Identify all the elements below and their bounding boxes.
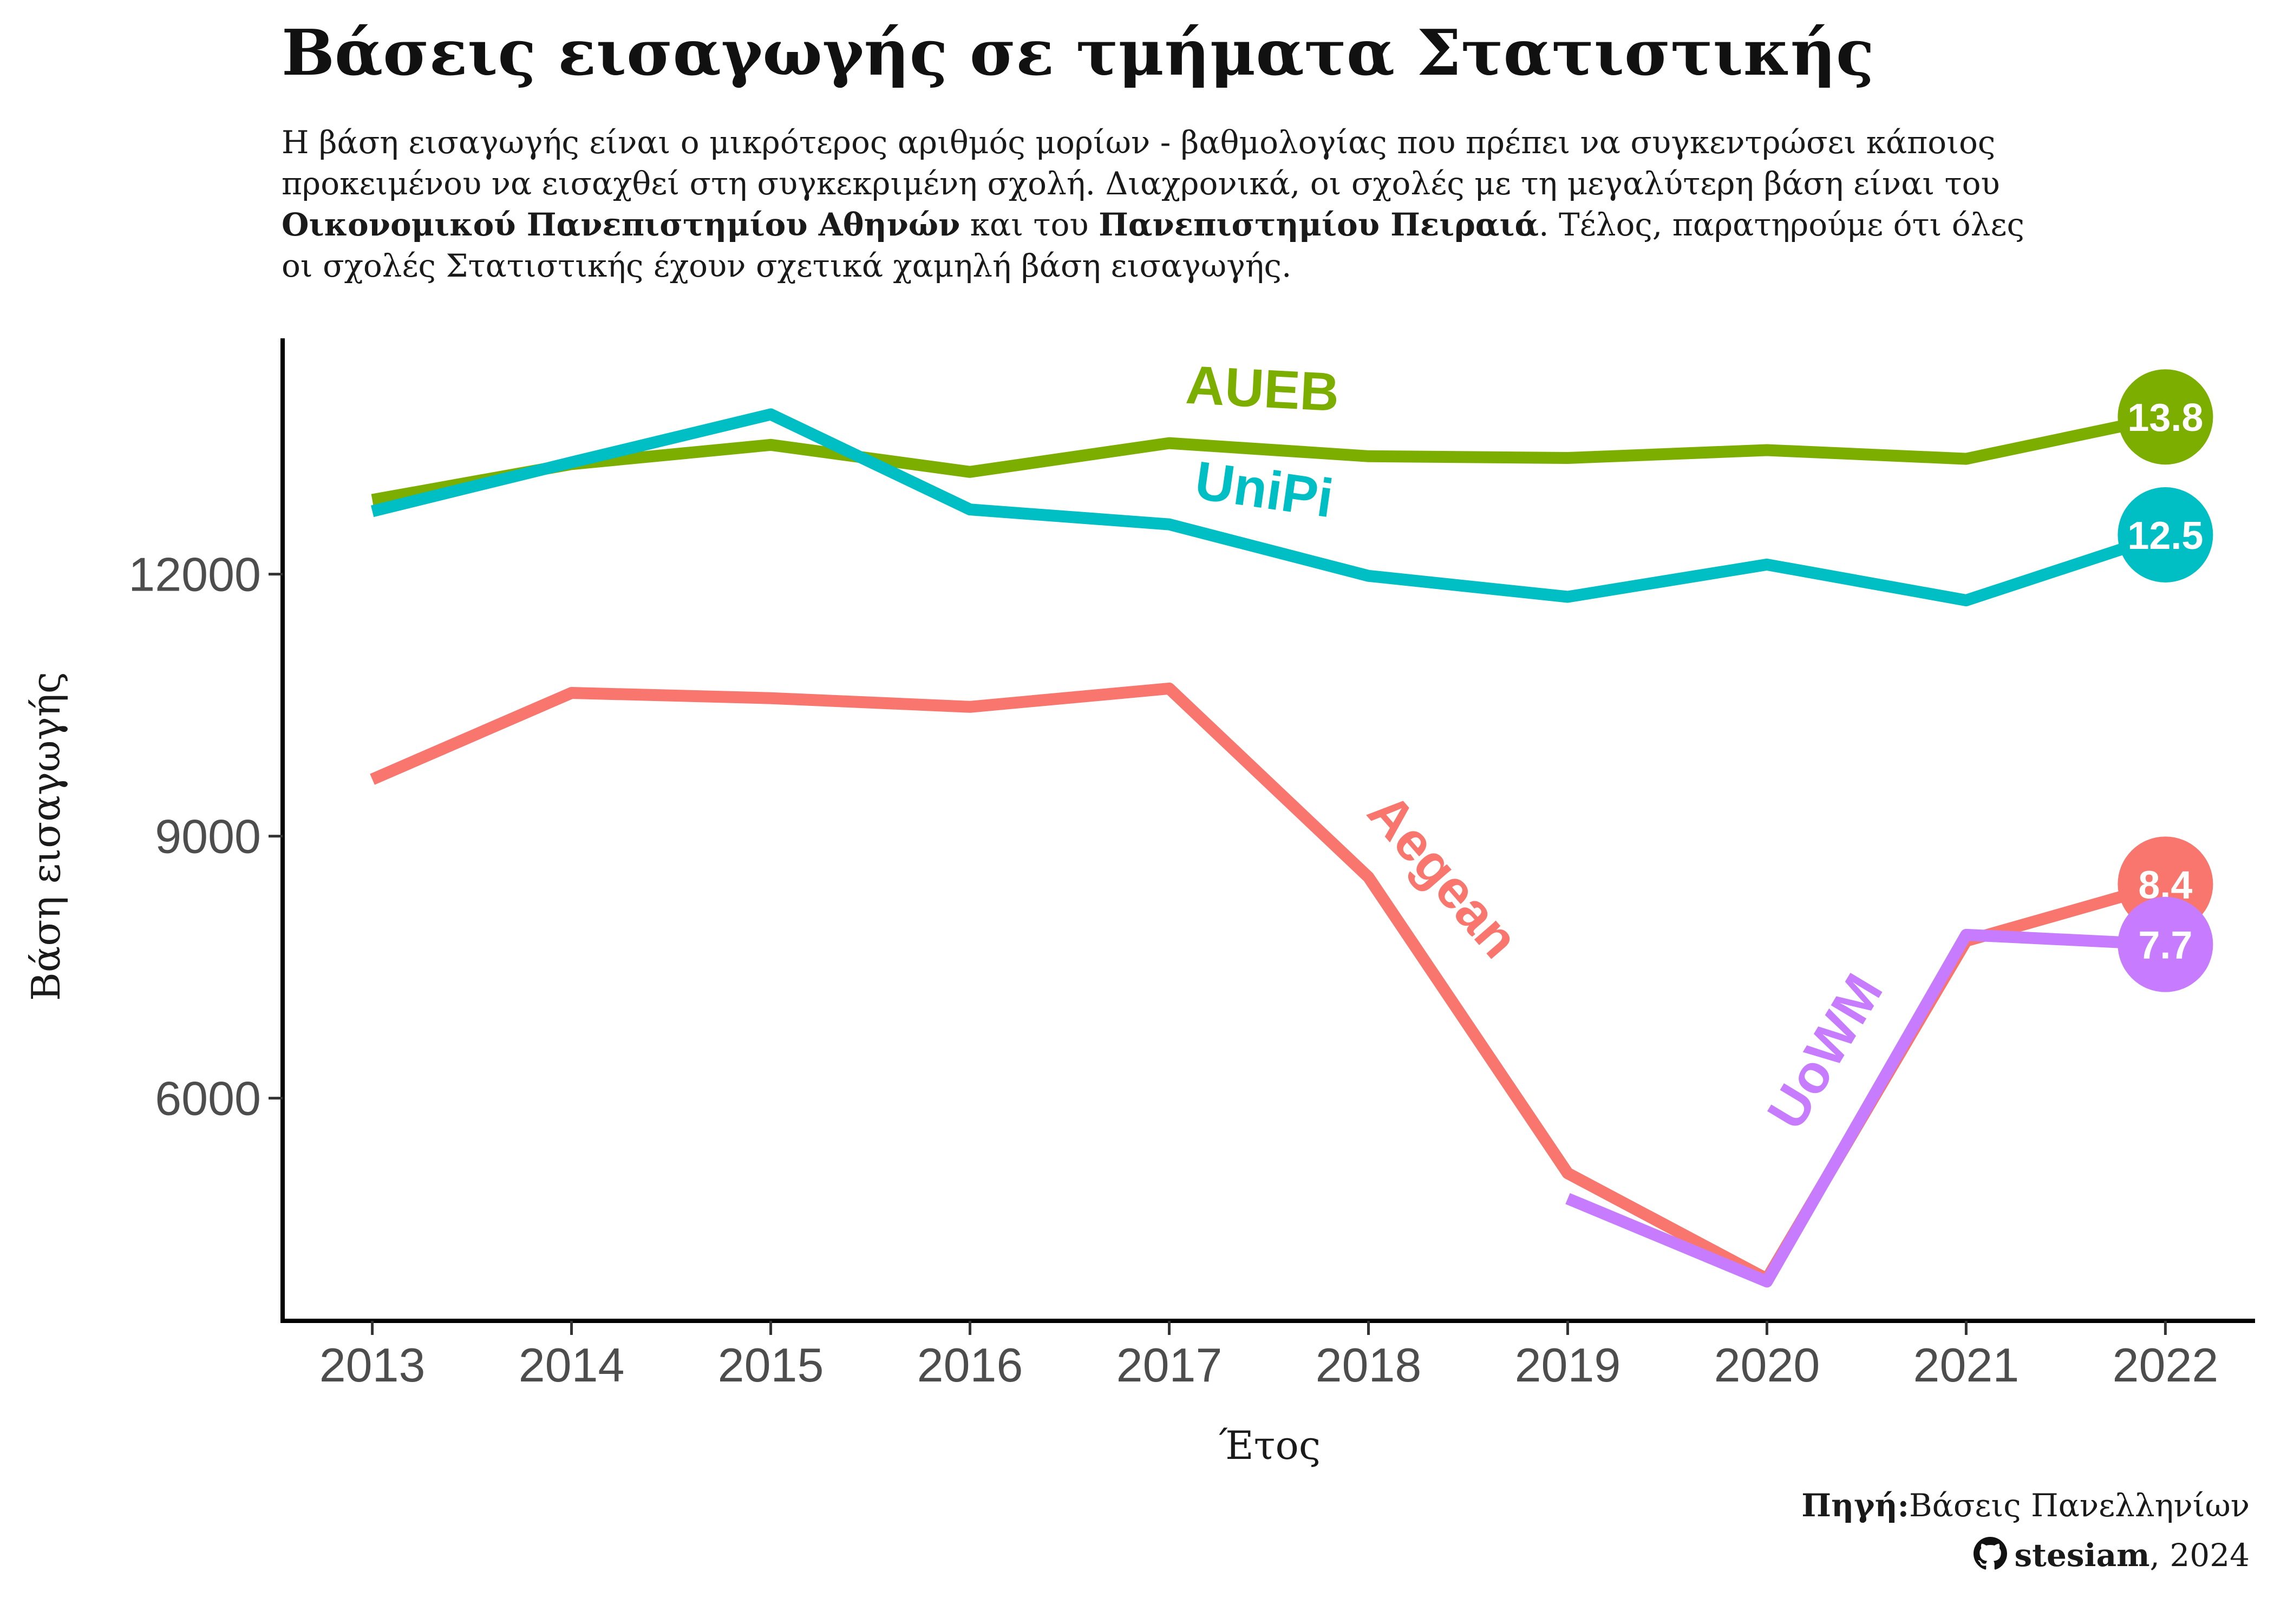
x-tick-label: 2015 bbox=[718, 1338, 824, 1392]
end-value-label-unipi: 12.5 bbox=[2127, 514, 2203, 558]
series-label-aegean: Aegean bbox=[1356, 782, 1531, 970]
author-line: stesiam, 2024 bbox=[1801, 1530, 2250, 1580]
y-tick-label: 9000 bbox=[155, 810, 261, 863]
x-tick-label: 2014 bbox=[519, 1338, 625, 1392]
x-tick-label: 2021 bbox=[1913, 1338, 2020, 1392]
end-value-label-aueb: 13.8 bbox=[2127, 396, 2203, 440]
series-lines bbox=[370, 408, 2167, 1288]
y-tick-label: 6000 bbox=[155, 1072, 261, 1125]
x-tick-label: 2017 bbox=[1116, 1338, 1223, 1392]
chart-title: Βάσεις εισαγωγής σε τμήματα Στατιστικής bbox=[282, 16, 1874, 90]
axes: 2013 2014 2015 2016 2017 2018 2019 2020 2021 2022… bbox=[128, 338, 2255, 1392]
subtitle-text-1: Η βάση εισαγωγής είναι ο μικρότερος αριθ… bbox=[282, 124, 2000, 202]
series-label-uowm: UoWM bbox=[1756, 964, 1894, 1139]
chart-subtitle: Η βάση εισαγωγής είναι ο μικρότερος αριθ… bbox=[282, 122, 2047, 286]
subtitle-bold-unipi: Πανεπιστημίου Πειραιά bbox=[1099, 206, 1539, 243]
series-line-aueb bbox=[371, 411, 2167, 506]
series-line-uowm bbox=[1565, 928, 2166, 1288]
chart-caption: Πηγή:Βάσεις Πανελληνίων stesiam, 2024 bbox=[1801, 1481, 2250, 1580]
x-tick-label: 2018 bbox=[1316, 1338, 1422, 1392]
x-tick-label: 2020 bbox=[1714, 1338, 1820, 1392]
series-label-aueb: AUEB bbox=[1184, 355, 1341, 423]
series-label-unipi: UniPi bbox=[1191, 450, 1337, 529]
end-marker-uowm bbox=[2118, 896, 2213, 992]
series-line-aegean bbox=[370, 682, 2167, 1285]
x-tick-label: 2022 bbox=[2113, 1338, 2219, 1392]
subtitle-text-2: και του bbox=[960, 206, 1099, 243]
y-tick-label: 12000 bbox=[128, 548, 261, 601]
x-tick-label: 2019 bbox=[1515, 1338, 1621, 1392]
source-text: Βάσεις Πανελληνίων bbox=[1909, 1487, 2250, 1524]
x-tick-label: 2013 bbox=[319, 1338, 426, 1392]
series-labels: AUEB UniPi Aegean UoWM bbox=[1184, 355, 1894, 1140]
y-axis-title: Βάση εισαγωγής bbox=[23, 672, 69, 1001]
source-label: Πηγή: bbox=[1801, 1487, 1910, 1524]
end-marker-unipi bbox=[2118, 487, 2213, 582]
end-markers: 13.812.58.47.7 bbox=[2118, 369, 2213, 992]
end-value-label-uowm: 7.7 bbox=[2138, 924, 2192, 967]
author-name: stesiam bbox=[2014, 1537, 2150, 1574]
x-axis-title: Έτος bbox=[1219, 1423, 1321, 1468]
author-year: , 2024 bbox=[2149, 1537, 2250, 1574]
x-tick-label: 2016 bbox=[917, 1338, 1023, 1392]
subtitle-bold-aueb: Οικονομικού Πανεπιστημίου Αθηνών bbox=[282, 206, 960, 243]
series-line-unipi bbox=[370, 408, 2167, 606]
source-line: Πηγή:Βάσεις Πανελληνίων bbox=[1801, 1481, 2250, 1530]
end-marker-aueb bbox=[2118, 369, 2213, 465]
subtitle-text-3: . Τέλος, παρατηρούμε ότι όλες οι σχολές … bbox=[282, 206, 2025, 284]
github-icon bbox=[1973, 1537, 2007, 1570]
